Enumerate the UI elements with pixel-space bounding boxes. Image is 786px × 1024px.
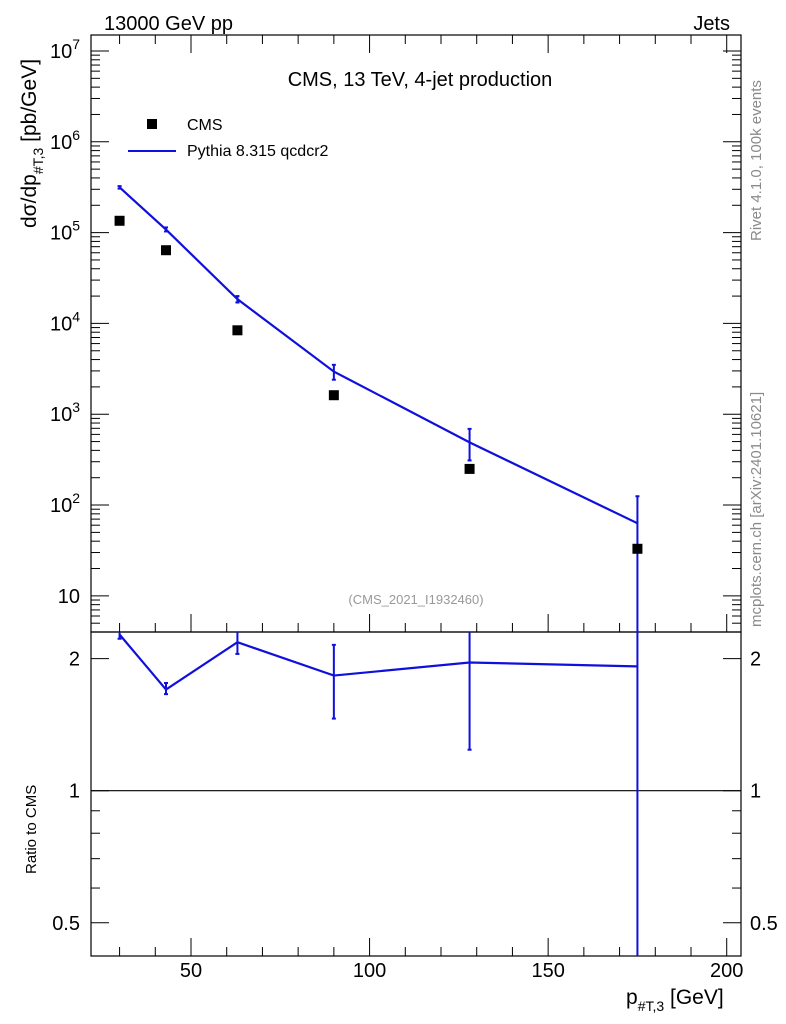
x-tick-label: 100 bbox=[353, 960, 386, 982]
y-tick-label-main: 104 bbox=[50, 308, 80, 335]
y-tick-label-main: 105 bbox=[50, 218, 80, 245]
data-point bbox=[464, 463, 475, 474]
main-axis-ticks: 10 102 103 104 105 106 107 bbox=[50, 36, 741, 633]
ratio-axis-ticks: 0.5 0.5 1 1 2 2 bbox=[52, 649, 778, 935]
header-category: Jets bbox=[693, 13, 730, 35]
y-tick-label-main: 102 bbox=[50, 490, 80, 517]
analysis-tag: (CMS_2021_I1932460) bbox=[348, 592, 483, 607]
data-point bbox=[328, 390, 339, 401]
legend-cms-label: CMS bbox=[187, 117, 223, 134]
y-tick-label-ratio-right: 0.5 bbox=[750, 913, 778, 935]
x-axis-ticks: 50 100 150 200 bbox=[119, 35, 743, 982]
y-tick-label-ratio-right: 1 bbox=[750, 781, 761, 803]
y-tick-label-ratio: 0.5 bbox=[52, 913, 80, 935]
y-tick-label-main: 103 bbox=[50, 399, 80, 426]
x-tick-label: 150 bbox=[531, 960, 564, 982]
ratio-plot-frame bbox=[90, 631, 742, 957]
y-tick-label-main: 106 bbox=[50, 127, 80, 154]
y-tick-label-main: 10 bbox=[58, 586, 80, 608]
mcplots-label: mcplots.cern.ch [arXiv:2401.10621] bbox=[748, 392, 765, 627]
data-point bbox=[161, 245, 171, 256]
x-axis-label: p#T,3 [GeV] bbox=[626, 986, 724, 1014]
y-tick-label-ratio: 1 bbox=[69, 781, 80, 803]
legend-cms-marker bbox=[147, 119, 157, 129]
y-tick-label-main: 107 bbox=[50, 36, 80, 63]
legend-mc-label: Pythia 8.315 qcdcr2 bbox=[187, 143, 329, 160]
ratio-series-line bbox=[118, 633, 638, 692]
chart-title: CMS, 13 TeV, 4-jet production bbox=[288, 69, 553, 91]
series-layer bbox=[114, 185, 643, 956]
y-axis-label-ratio: Ratio to CMS bbox=[23, 785, 40, 874]
data-point bbox=[232, 325, 243, 336]
rivet-version-label: Rivet 4.1.0, 100k events bbox=[748, 80, 765, 241]
y-axis-label-main: dσ/dp#T,3 [pb/GeV] bbox=[18, 59, 46, 228]
y-tick-label-ratio-right: 2 bbox=[750, 649, 761, 671]
data-point bbox=[632, 543, 643, 554]
header-process: 13000 GeV pp bbox=[104, 13, 233, 35]
x-tick-label: 200 bbox=[710, 960, 743, 982]
x-tick-label: 50 bbox=[180, 960, 202, 982]
mc-series-line bbox=[118, 186, 638, 525]
y-tick-label-ratio: 2 bbox=[69, 649, 80, 671]
data-point bbox=[114, 215, 125, 226]
